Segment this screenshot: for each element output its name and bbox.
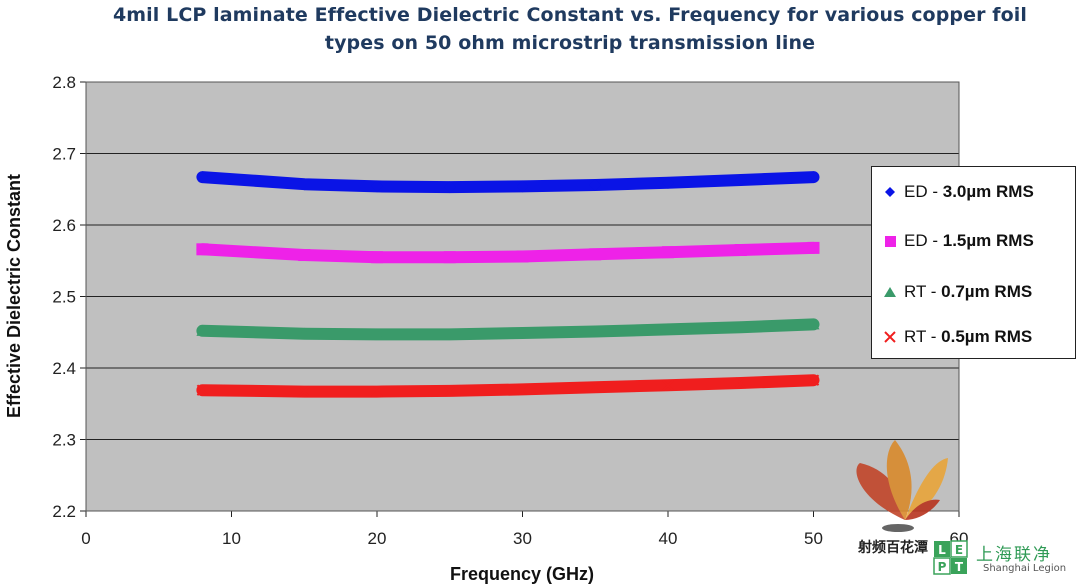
data-point xyxy=(807,374,820,386)
data-point xyxy=(662,323,674,335)
data-point xyxy=(196,171,209,184)
x-tick-label: 10 xyxy=(222,529,241,548)
svg-text:E: E xyxy=(955,543,963,557)
triangle-marker-icon xyxy=(884,287,896,297)
data-point xyxy=(371,328,383,340)
data-point xyxy=(371,385,383,398)
square-marker-icon xyxy=(885,236,896,247)
data-point xyxy=(589,325,602,337)
diamond-marker-icon xyxy=(885,187,895,197)
data-point xyxy=(443,251,456,264)
legend: ED - 3.0µm RMS ED - 1.5µm RMS RT - 0.7µm… xyxy=(871,166,1076,359)
series-lines xyxy=(196,171,820,398)
data-point xyxy=(807,318,820,330)
x-axis-label: Frequency (GHz) xyxy=(450,564,594,584)
watermark-leaf-logo xyxy=(856,440,948,532)
svg-text:P: P xyxy=(938,560,947,574)
data-point xyxy=(516,180,529,193)
data-point xyxy=(589,381,601,394)
y-tick-label: 2.8 xyxy=(52,73,76,92)
tick-labels: 2.22.32.42.52.62.72.80 10 20 30 40 50 60 xyxy=(52,73,968,548)
data-point xyxy=(443,328,456,340)
data-point xyxy=(807,171,820,184)
data-point xyxy=(371,251,383,264)
y-tick-label: 2.6 xyxy=(52,216,76,235)
watermark-text-right: 上海联净 xyxy=(976,545,1052,565)
watermark-text-left: 射频百花潭 xyxy=(858,540,928,556)
x-tick-label: 40 xyxy=(659,529,678,548)
y-axis-label: Effective Dielectric Constant xyxy=(4,174,24,418)
y-tick-label: 2.4 xyxy=(52,359,76,378)
chart-title-line-2: types on 50 ohm microstrip transmission … xyxy=(324,32,816,54)
svg-text:L: L xyxy=(938,543,946,557)
data-point xyxy=(516,250,529,263)
y-tick-label: 2.3 xyxy=(52,431,76,450)
x-marker-icon xyxy=(884,331,896,343)
legend-item: RT - 0.5µm RMS xyxy=(882,322,1032,352)
x-tick-label: 0 xyxy=(81,529,90,548)
data-point xyxy=(298,327,311,339)
data-point xyxy=(298,178,311,191)
legend-item: ED - 1.5µm RMS xyxy=(882,226,1034,256)
y-tick-label: 2.7 xyxy=(52,145,76,164)
data-point xyxy=(662,379,674,391)
data-point xyxy=(516,383,529,396)
chart-title-line-1: 4mil LCP laminate Effective Dielectric C… xyxy=(112,4,1028,26)
x-tick-label: 20 xyxy=(368,529,387,548)
data-point xyxy=(443,181,456,194)
y-tick-label: 2.5 xyxy=(52,288,76,307)
data-point xyxy=(734,321,747,333)
x-tick-label: 30 xyxy=(513,529,532,548)
data-point xyxy=(807,241,820,254)
legend-item: ED - 3.0µm RMS xyxy=(882,177,1034,207)
data-point xyxy=(734,244,747,257)
data-point xyxy=(734,173,747,186)
data-point xyxy=(589,248,602,261)
data-point xyxy=(196,324,209,336)
data-point xyxy=(196,243,209,256)
data-point xyxy=(196,384,209,396)
data-point xyxy=(662,246,674,259)
data-point xyxy=(589,178,602,191)
x-tick-label: 50 xyxy=(804,529,823,548)
data-point xyxy=(662,176,674,189)
data-point xyxy=(735,377,747,389)
legend-item: RT - 0.7µm RMS xyxy=(882,277,1032,307)
data-point xyxy=(516,326,529,338)
data-point xyxy=(444,385,456,397)
watermark-lept-logo: L E P T xyxy=(933,540,968,575)
data-point xyxy=(298,385,310,398)
y-tick-label: 2.2 xyxy=(52,502,76,521)
data-point xyxy=(298,249,311,262)
svg-text:T: T xyxy=(955,560,964,574)
watermark-text-en: Shanghai Legion xyxy=(983,563,1067,574)
data-point xyxy=(371,180,383,193)
